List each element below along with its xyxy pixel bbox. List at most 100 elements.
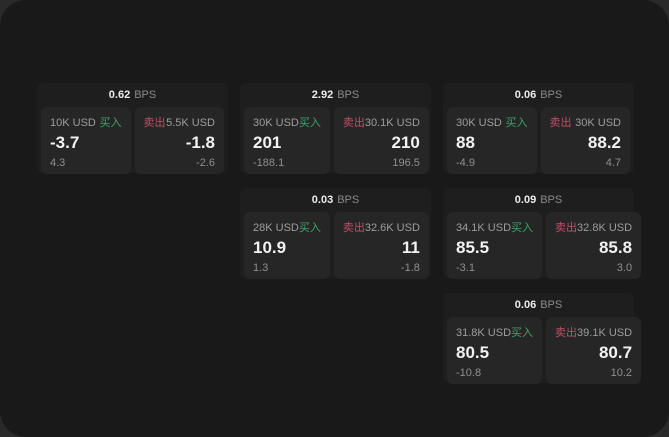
buy-panel-top: 28K USD 买入	[253, 219, 321, 235]
sell-sub-value: 4.7	[605, 157, 621, 169]
buy-size: 30K USD	[456, 117, 502, 129]
card-header: 0.06 BPS	[447, 83, 630, 107]
buy-price: 10.9	[253, 238, 287, 257]
sell-price: 11	[401, 238, 420, 257]
buy-sub-value: -4.9	[456, 157, 475, 169]
sell-price: 80.7	[598, 343, 633, 362]
spread-bps-value: 0.62	[108, 89, 131, 101]
buy-size: 10K USD	[50, 117, 96, 129]
panels-row: 30K USD 买入 88 -4.9 卖出 30K USD 88.2 4.7	[447, 107, 630, 174]
sell-panel-top: 卖出 39.1K USD	[555, 324, 632, 340]
quote-card: 0.06 BPS 30K USD 买入 88 -4.9 卖出 30K USD	[443, 83, 634, 174]
buy-panel[interactable]: 34.1K USD 买入 85.5 -3.1	[447, 212, 543, 279]
spread-bps-unit: BPS	[337, 89, 360, 101]
panels-row: 10K USD 买入 -3.7 4.3 卖出 5.5K USD -1.8 -2.…	[41, 107, 224, 174]
sell-panel-top: 卖出 30K USD	[550, 114, 622, 130]
sell-size: 32.6K USD	[364, 222, 420, 234]
sell-price: 88.2	[587, 133, 621, 152]
sell-size: 5.5K USD	[166, 117, 215, 129]
sell-panel[interactable]: 卖出 32.6K USD 11 -1.8	[333, 212, 429, 279]
quote-card: 0.03 BPS 28K USD 买入 10.9 1.3 卖出 32.6K USD	[240, 188, 431, 279]
sell-panel[interactable]: 卖出 30.1K USD 210 196.5	[333, 107, 429, 174]
card-header: 2.92 BPS	[244, 83, 427, 107]
spread-bps-value: 0.09	[514, 194, 537, 206]
sell-panel-top: 卖出 32.6K USD	[343, 219, 420, 235]
sell-side-label: 卖出	[555, 327, 578, 339]
buy-price: -3.7	[50, 133, 80, 152]
sell-side-label: 卖出	[342, 222, 365, 234]
spread-bps-value: 0.06	[514, 89, 537, 101]
buy-side-label: 买入	[505, 117, 528, 129]
sell-panel-top: 卖出 32.8K USD	[555, 219, 632, 235]
buy-panel[interactable]: 31.8K USD 买入 80.5 -10.8	[447, 317, 543, 384]
buy-side-label: 买入	[511, 222, 534, 234]
spread-bps-unit: BPS	[540, 194, 563, 206]
buy-price: 80.5	[456, 343, 490, 362]
sell-size: 32.8K USD	[577, 222, 633, 234]
buy-size: 31.8K USD	[456, 327, 512, 339]
buy-side-label: 买入	[298, 117, 321, 129]
quote-cards-grid: 0.62 BPS 10K USD 买入 -3.7 4.3 卖出 5.5K USD	[37, 83, 642, 384]
panels-row: 30K USD 买入 201 -188.1 卖出 30.1K USD 210 1…	[244, 107, 429, 174]
sell-panel-top: 卖出 30.1K USD	[343, 114, 420, 130]
buy-price: 201	[253, 133, 282, 152]
buy-side-label: 买入	[99, 117, 122, 129]
panels-row: 28K USD 买入 10.9 1.3 卖出 32.6K USD 11 -1.8	[244, 212, 429, 279]
panels-row: 34.1K USD 买入 85.5 -3.1 卖出 32.8K USD 85.8…	[447, 212, 642, 279]
sell-size: 30K USD	[575, 117, 621, 129]
buy-price: 85.5	[456, 238, 490, 257]
buy-sub-value: -188.1	[253, 157, 285, 169]
sell-side-label: 卖出	[549, 117, 572, 129]
sell-price: 85.8	[598, 238, 633, 257]
buy-sub-value: 4.3	[50, 157, 66, 169]
quote-card: 0.06 BPS 31.8K USD 买入 80.5 -10.8 卖出 39.1K…	[443, 293, 642, 384]
spread-bps-unit: BPS	[337, 194, 360, 206]
buy-size: 28K USD	[253, 222, 299, 234]
buy-price: 88	[456, 133, 475, 152]
spread-bps-value: 0.03	[311, 194, 334, 206]
sell-price: -1.8	[185, 133, 215, 152]
buy-panel-top: 31.8K USD 买入	[456, 324, 533, 340]
sell-panel[interactable]: 卖出 30K USD 88.2 4.7	[540, 107, 630, 174]
quote-card: 2.92 BPS 30K USD 买入 201 -188.1 卖出 30.1K U…	[240, 83, 431, 174]
buy-sub-value: 1.3	[253, 262, 269, 274]
card-header: 0.62 BPS	[41, 83, 224, 107]
buy-panel[interactable]: 10K USD 买入 -3.7 4.3	[41, 107, 131, 174]
buy-panel-top: 30K USD 买入	[253, 114, 321, 130]
buy-size: 34.1K USD	[456, 222, 512, 234]
sell-sub-value: 3.0	[616, 262, 633, 274]
sell-price: 210	[391, 133, 420, 152]
sell-panel[interactable]: 卖出 39.1K USD 80.7 10.2	[546, 317, 642, 384]
panels-row: 31.8K USD 买入 80.5 -10.8 卖出 39.1K USD 80.…	[447, 317, 642, 384]
sell-sub-value: -1.8	[400, 262, 420, 274]
sell-panel[interactable]: 卖出 5.5K USD -1.8 -2.6	[134, 107, 224, 174]
sell-size: 39.1K USD	[577, 327, 633, 339]
spread-bps-unit: BPS	[540, 299, 563, 311]
sell-side-label: 卖出	[143, 117, 166, 129]
buy-panel-top: 10K USD 买入	[50, 114, 122, 130]
buy-sub-value: -3.1	[456, 262, 475, 274]
sell-side-label: 卖出	[342, 117, 365, 129]
sell-size: 30.1K USD	[364, 117, 420, 129]
sell-panel[interactable]: 卖出 32.8K USD 85.8 3.0	[546, 212, 642, 279]
card-header: 0.09 BPS	[447, 188, 630, 212]
buy-panel[interactable]: 30K USD 买入 88 -4.9	[447, 107, 537, 174]
spread-bps-unit: BPS	[134, 89, 157, 101]
buy-size: 30K USD	[253, 117, 299, 129]
buy-side-label: 买入	[511, 327, 534, 339]
spread-bps-value: 0.06	[514, 299, 537, 311]
buy-panel-top: 34.1K USD 买入	[456, 219, 533, 235]
card-header: 0.03 BPS	[244, 188, 427, 212]
spread-bps-value: 2.92	[311, 89, 334, 101]
sell-side-label: 卖出	[555, 222, 578, 234]
buy-panel[interactable]: 28K USD 买入 10.9 1.3	[244, 212, 330, 279]
sell-sub-value: 10.2	[610, 367, 633, 379]
sell-sub-value: -2.6	[196, 157, 215, 169]
card-header: 0.06 BPS	[447, 293, 630, 317]
buy-side-label: 买入	[298, 222, 321, 234]
sell-sub-value: 196.5	[392, 157, 420, 169]
buy-panel-top: 30K USD 买入	[456, 114, 528, 130]
buy-panel[interactable]: 30K USD 买入 201 -188.1	[244, 107, 330, 174]
quote-card: 0.09 BPS 34.1K USD 买入 85.5 -3.1 卖出 32.8K …	[443, 188, 642, 279]
